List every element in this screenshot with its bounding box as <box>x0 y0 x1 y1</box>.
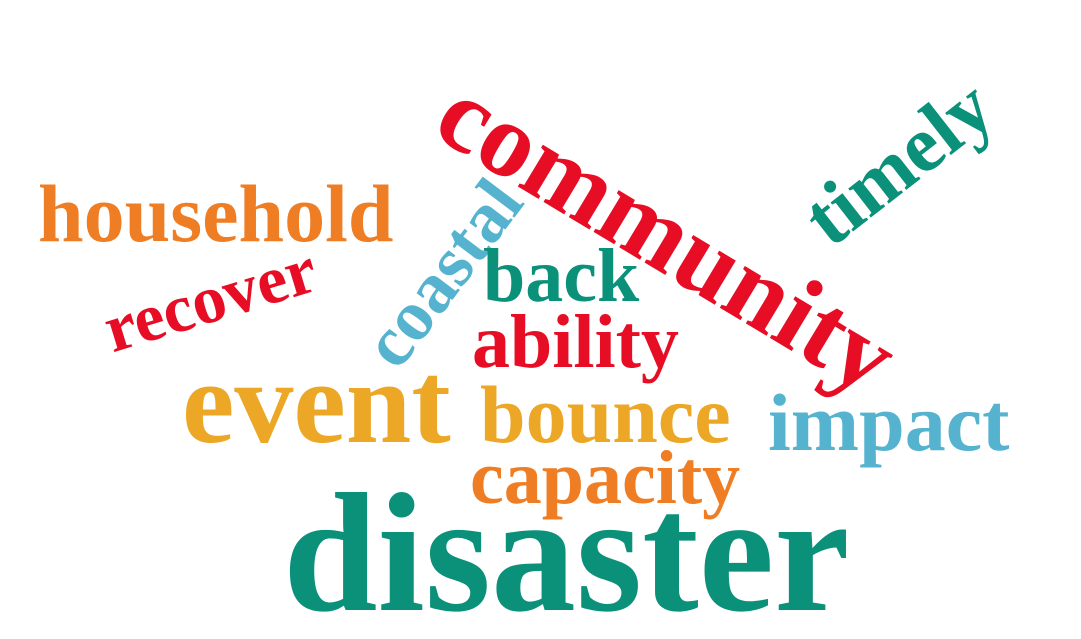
word-event: event <box>182 337 451 468</box>
word-capacity: capacity <box>470 436 741 520</box>
word-timely: timely <box>787 62 1010 264</box>
word-back: back <box>483 234 640 318</box>
word-disaster: disaster <box>283 459 850 639</box>
word-impact: impact <box>768 377 1010 468</box>
word-ability: ability <box>472 300 679 384</box>
word-bounce: bounce <box>480 369 731 460</box>
word-household: household <box>38 168 394 259</box>
